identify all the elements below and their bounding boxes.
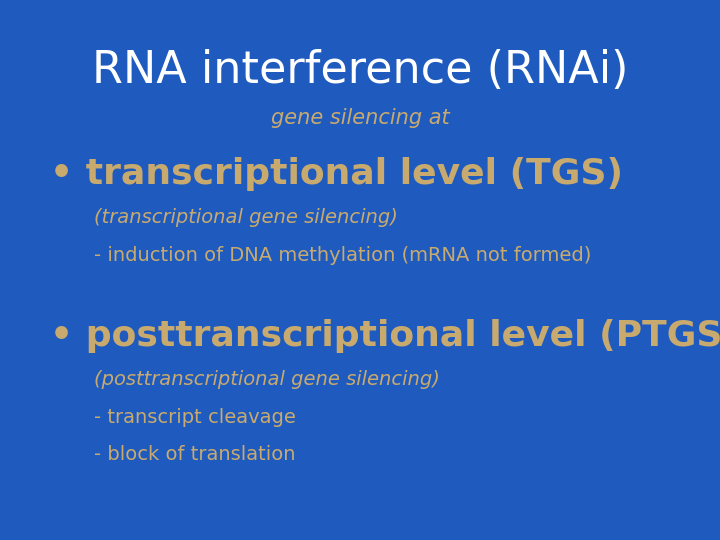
Text: gene silencing at: gene silencing at [271, 108, 449, 128]
Text: • posttranscriptional level (PTGS): • posttranscriptional level (PTGS) [50, 319, 720, 353]
Text: - induction of DNA methylation (mRNA not formed): - induction of DNA methylation (mRNA not… [94, 246, 591, 265]
Text: RNA interference (RNAi): RNA interference (RNAi) [92, 49, 628, 92]
Text: (transcriptional gene silencing): (transcriptional gene silencing) [94, 208, 397, 227]
Text: - block of translation: - block of translation [94, 446, 295, 464]
Text: - transcript cleavage: - transcript cleavage [94, 408, 295, 427]
Text: • transcriptional level (TGS): • transcriptional level (TGS) [50, 157, 624, 191]
Text: (posttranscriptional gene silencing): (posttranscriptional gene silencing) [94, 370, 439, 389]
